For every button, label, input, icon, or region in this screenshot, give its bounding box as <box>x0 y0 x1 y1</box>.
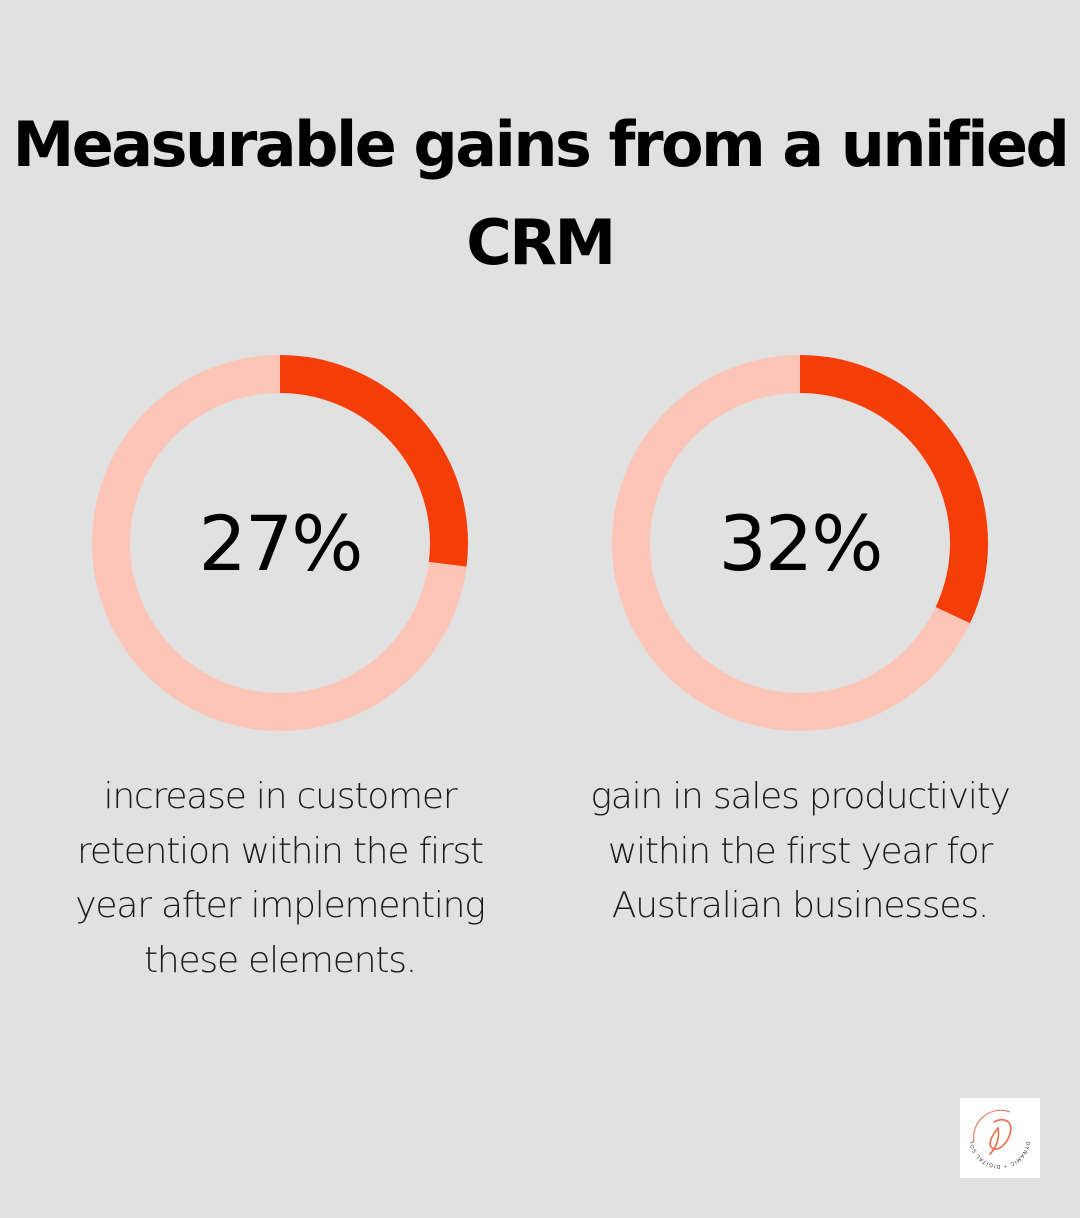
donut-ring <box>92 355 468 731</box>
brand-logo: DYNAMIC • DIGITAL SOLUTIONS <box>957 1094 1040 1178</box>
stat-caption-retention: increase in customer retention within th… <box>75 776 486 981</box>
donut-chart-productivity: 32% <box>612 355 988 731</box>
donut-chart-retention: 27% <box>92 355 468 731</box>
stat-caption-productivity: gain in sales productivity within the fi… <box>590 776 1011 926</box>
stat-value: 32% <box>718 498 884 588</box>
donut-ring <box>612 355 988 731</box>
dynamic-digital-solutions-logo-icon: DYNAMIC • DIGITAL SOLUTIONS <box>957 1094 1031 1169</box>
page-title: Measurable gains from a unified CRM <box>12 108 1070 279</box>
stat-value: 27% <box>198 498 364 588</box>
donut-arc <box>612 355 988 731</box>
donut-arc <box>92 355 468 731</box>
svg-text:DYNAMIC • DIGITAL SOLUTIONS: DYNAMIC • DIGITAL SOLUTIONS <box>960 1098 1031 1169</box>
